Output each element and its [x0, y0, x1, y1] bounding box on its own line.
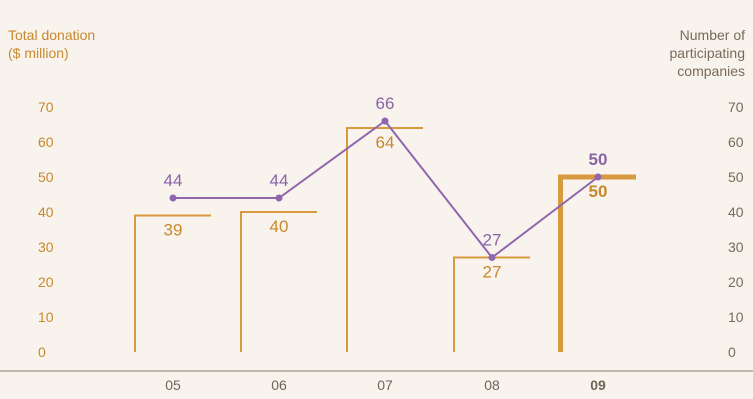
x-tick-label: 06 — [271, 377, 287, 393]
right-tick-label: 40 — [728, 204, 744, 220]
left-tick-label: 60 — [38, 134, 54, 150]
right-tick-label: 50 — [728, 169, 744, 185]
left-tick-label: 30 — [38, 239, 54, 255]
right-axis-ticks: 0 10 20 30 40 50 60 70 — [728, 99, 744, 360]
line-point — [594, 173, 602, 181]
x-axis-ticks: 05 06 07 08 09 — [165, 377, 606, 393]
right-axis-title: Number of participating companies — [670, 27, 746, 79]
line-value-label: 66 — [376, 94, 395, 113]
left-tick-label: 20 — [38, 274, 54, 290]
line-point — [275, 194, 283, 202]
line-value-label: 50 — [589, 150, 608, 169]
right-tick-label: 10 — [728, 309, 744, 325]
left-tick-label: 70 — [38, 99, 54, 115]
x-tick-label: 08 — [484, 377, 500, 393]
data-labels: 39 40 64 27 50 44 44 66 27 50 — [164, 94, 608, 282]
bar-value-label: 40 — [270, 217, 289, 236]
right-tick-label: 20 — [728, 274, 744, 290]
line-value-label: 44 — [164, 171, 183, 190]
left-tick-label: 0 — [38, 344, 46, 360]
line-value-label: 27 — [483, 231, 502, 250]
bar-value-label: 39 — [164, 221, 183, 240]
left-axis-title: Total donation ($ million) — [8, 27, 95, 61]
x-tick-label: 05 — [165, 377, 181, 393]
left-tick-label: 40 — [38, 204, 54, 220]
right-tick-label: 0 — [728, 344, 736, 360]
line-value-label: 44 — [270, 171, 289, 190]
line-point — [381, 117, 389, 125]
line-point — [169, 194, 177, 202]
bar-series — [134, 127, 636, 352]
left-tick-label: 50 — [38, 169, 54, 185]
x-tick-label: 07 — [377, 377, 393, 393]
x-tick-label: 09 — [590, 377, 606, 393]
line-series — [169, 117, 602, 261]
line-point — [488, 254, 496, 261]
left-tick-label: 10 — [38, 309, 54, 325]
bar-value-label: 50 — [589, 182, 608, 201]
bar-value-label: 27 — [483, 263, 502, 282]
right-tick-label: 30 — [728, 239, 744, 255]
bar-value-label: 64 — [376, 133, 395, 152]
right-tick-label: 70 — [728, 99, 744, 115]
left-axis-ticks: 0 10 20 30 40 50 60 70 — [38, 99, 54, 360]
right-tick-label: 60 — [728, 134, 744, 150]
